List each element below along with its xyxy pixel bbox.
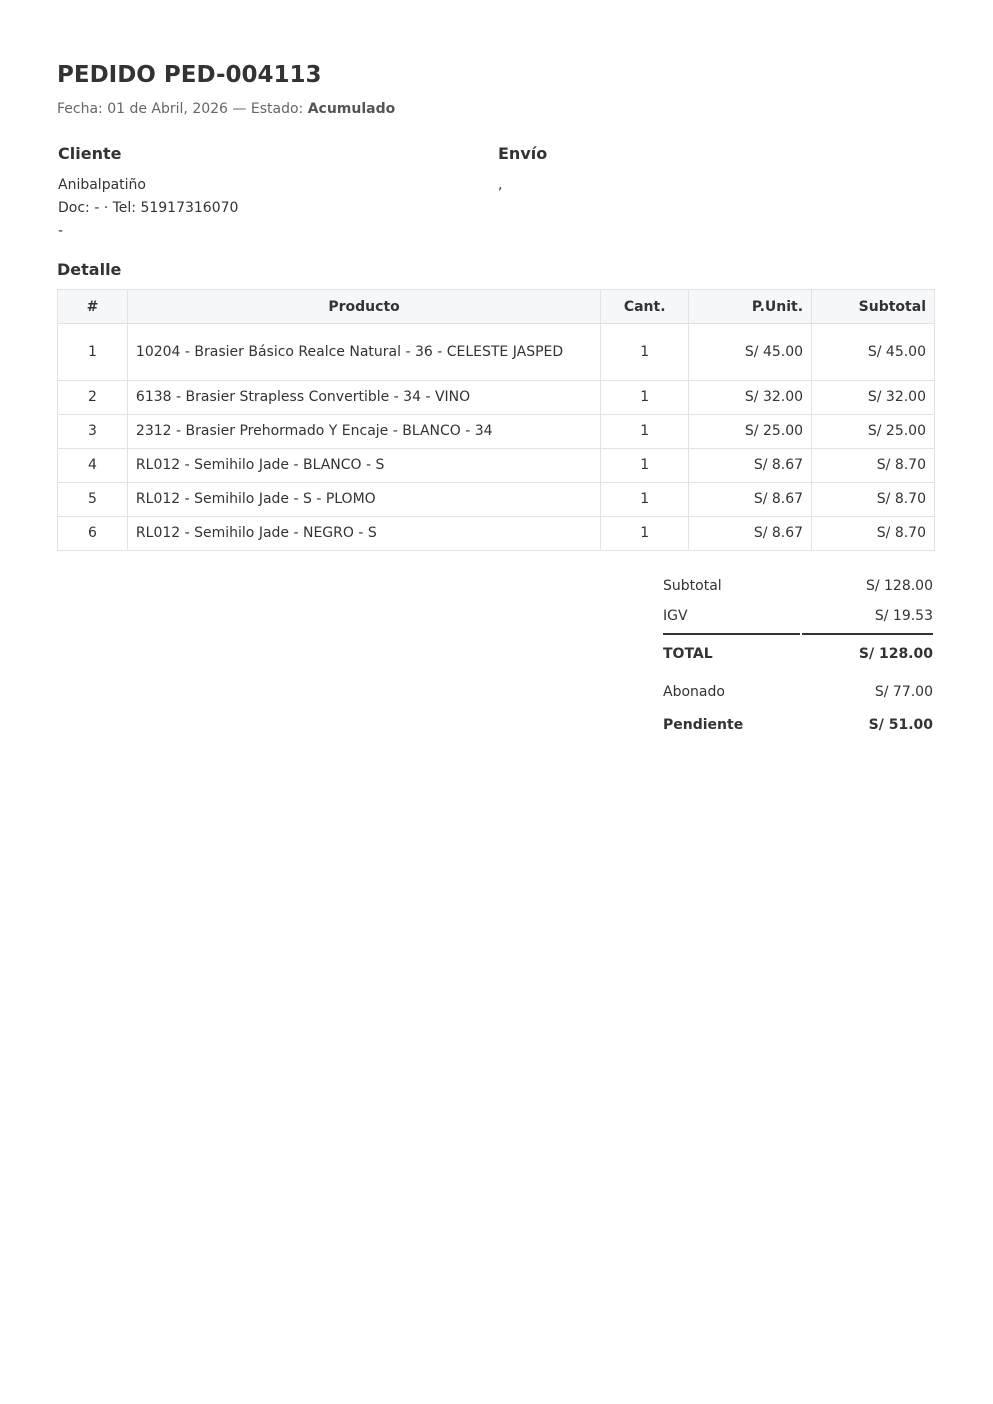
row-punit: S/ 8.67 — [688, 516, 813, 551]
table-header: # Producto Cant. P.Unit. Subtotal — [57, 289, 935, 324]
total-value: S/ 128.00 — [858, 646, 933, 662]
abonado-value: S/ 77.00 — [874, 684, 933, 700]
row-punit: S/ 25.00 — [688, 414, 813, 449]
table-row: 6 RL012 - Semihilo Jade - NEGRO - S 1 S/ 8.… — [57, 516, 935, 551]
igv-label: IGV — [663, 608, 688, 624]
row-producto: RL012 - Semihilo Jade - BLANCO - S — [126, 448, 602, 483]
cliente-heading: Cliente — [58, 144, 122, 163]
row-subtotal: S/ 25.00 — [811, 414, 935, 449]
row-producto: 10204 - Brasier Básico Realce Natural - … — [126, 323, 602, 381]
cliente-extra: - — [58, 223, 64, 239]
row-producto: RL012 - Semihilo Jade - S - PLOMO — [126, 482, 602, 517]
row-punit: S/ 8.67 — [688, 482, 813, 517]
subtotal-label: Subtotal — [663, 578, 722, 594]
row-cant: 1 — [600, 448, 690, 483]
col-producto: Producto — [126, 289, 602, 324]
row-number: 5 — [57, 482, 128, 517]
table-row: 4 RL012 - Semihilo Jade - BLANCO - S 1 S/ 8… — [57, 448, 935, 483]
row-number: 2 — [57, 380, 128, 415]
col-number: # — [57, 289, 128, 324]
row-number: 1 — [57, 323, 128, 381]
row-number: 6 — [57, 516, 128, 551]
table-row: 2 6138 - Brasier Strapless Convertible - … — [57, 380, 935, 415]
status-value: Acumulado — [307, 101, 396, 117]
row-subtotal: S/ 8.70 — [811, 516, 935, 551]
subtotal-value: S/ 128.00 — [865, 578, 933, 594]
cliente-section: Cliente Anibalpatiño Doc: - · Tel: 51917… — [58, 144, 238, 243]
totals-section: Subtotal S/ 128.00 IGV S/ 19.53 TOTAL S/ 12… — [663, 574, 933, 743]
row-cant: 1 — [600, 414, 690, 449]
envio-line: , — [498, 177, 503, 193]
row-producto: 6138 - Brasier Strapless Convertible - 3… — [126, 380, 602, 415]
col-punit: P.Unit. — [688, 289, 813, 324]
row-subtotal: S/ 8.70 — [811, 482, 935, 517]
order-meta: Fecha: 01 de Abril, 2026 — Estado: Acumu… — [57, 101, 395, 117]
abonado-label: Abonado — [663, 684, 725, 700]
total-label: TOTAL — [663, 646, 713, 662]
table-row: 1 10204 - Brasier Básico Realce Natural -… — [57, 323, 935, 381]
row-subtotal: S/ 8.70 — [811, 448, 935, 483]
pendiente-value: S/ 51.00 — [868, 717, 933, 733]
row-cant: 1 — [600, 516, 690, 551]
row-subtotal: S/ 45.00 — [811, 323, 935, 381]
row-number: 3 — [57, 414, 128, 449]
fecha-text: Fecha: 01 de Abril, 2026 — Estado: — [57, 101, 308, 117]
row-punit: S/ 8.67 — [688, 448, 813, 483]
row-producto: RL012 - Semihilo Jade - NEGRO - S — [126, 516, 602, 551]
detalle-table: # Producto Cant. P.Unit. Subtotal 1 10204… — [57, 289, 935, 551]
row-punit: S/ 45.00 — [688, 323, 813, 381]
row-cant: 1 — [600, 323, 690, 381]
col-cant: Cant. — [600, 289, 690, 324]
igv-value: S/ 19.53 — [874, 608, 933, 624]
row-number: 4 — [57, 448, 128, 483]
row-cant: 1 — [600, 380, 690, 415]
row-producto: 2312 - Brasier Prehormado Y Encaje - BLA… — [126, 414, 602, 449]
table-row: 3 2312 - Brasier Prehormado Y Encaje - BL… — [57, 414, 935, 449]
envio-heading: Envío — [498, 144, 548, 163]
row-subtotal: S/ 32.00 — [811, 380, 935, 415]
col-subtotal: Subtotal — [811, 289, 935, 324]
row-cant: 1 — [600, 482, 690, 517]
pendiente-label: Pendiente — [663, 717, 744, 733]
detalle-heading: Detalle — [57, 260, 122, 279]
envio-section: Envío , — [498, 144, 547, 197]
cliente-doc: Doc: - · Tel: 51917316070 — [58, 200, 239, 216]
row-punit: S/ 32.00 — [688, 380, 813, 415]
cliente-name: Anibalpatiño — [58, 177, 146, 193]
page-title: PEDIDO PED-004113 — [57, 62, 322, 88]
total-divider — [663, 633, 933, 635]
table-row: 5 RL012 - Semihilo Jade - S - PLOMO 1 S/ 8.… — [57, 482, 935, 517]
